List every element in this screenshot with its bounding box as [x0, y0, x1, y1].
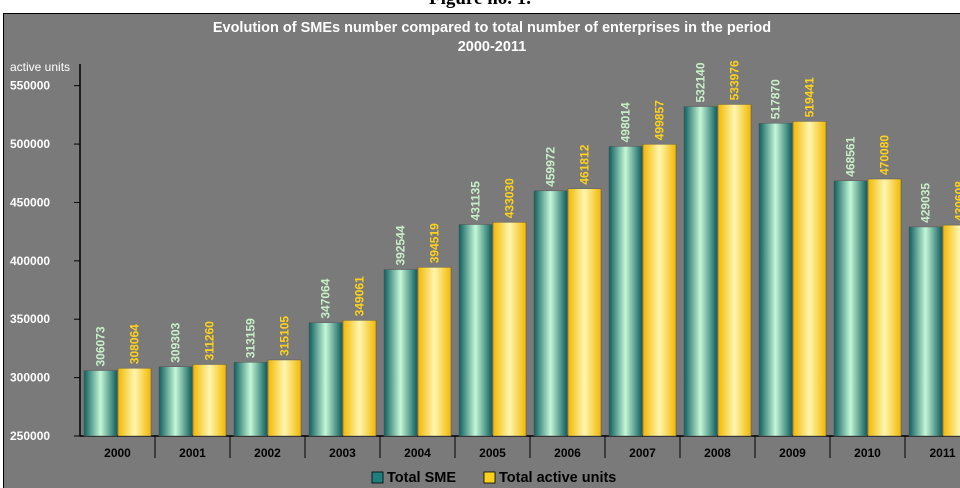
data-label: 517870: [769, 79, 783, 119]
bar-total-active-units: [793, 121, 826, 436]
x-tick-label: 2011: [929, 446, 955, 460]
bar-total-active-units: [268, 360, 301, 436]
data-label: 429035: [919, 183, 933, 223]
y-tick-label: 450000: [10, 195, 50, 209]
bar-total-active-units: [493, 222, 526, 436]
data-label: 308064: [128, 324, 142, 364]
data-label: 498014: [619, 102, 633, 142]
y-tick-label: 350000: [10, 312, 50, 326]
bar-total-active-units: [343, 320, 376, 436]
y-tick-label: 250000: [10, 429, 50, 443]
x-tick-label: 2008: [704, 446, 731, 460]
data-label: 519441: [803, 77, 817, 117]
bar-total-sme: [534, 191, 567, 436]
bar-total-sme: [234, 362, 267, 436]
y-tick-label: 550000: [10, 79, 50, 93]
data-label: 309303: [169, 322, 183, 362]
legend-swatch-total-sme: [372, 472, 383, 483]
data-label: 392544: [394, 225, 408, 265]
x-tick-label: 2006: [554, 446, 581, 460]
data-label: 459972: [544, 146, 558, 186]
x-tick-label: 2009: [779, 446, 806, 460]
data-label: 347064: [319, 278, 333, 318]
legend-label: Total active units: [499, 470, 616, 486]
y-axis-label: active units: [10, 60, 70, 74]
bar-total-sme: [834, 181, 867, 436]
chart-area: Evolution of SMEs number compared to tot…: [3, 13, 960, 488]
figure-caption: Figure no. 1.: [0, 0, 960, 10]
bar-total-sme: [909, 227, 942, 436]
data-label: 306073: [94, 326, 108, 366]
data-label: 394519: [428, 223, 442, 263]
x-tick-label: 2003: [329, 446, 356, 460]
y-tick-label: 400000: [10, 254, 50, 268]
y-tick-label: 300000: [10, 371, 50, 385]
bar-total-active-units: [193, 364, 226, 436]
bar-total-sme: [684, 107, 717, 436]
bar-total-active-units: [868, 179, 901, 436]
legend-label: Total SME: [387, 470, 456, 486]
data-label: 431135: [469, 181, 483, 221]
bar-chart: Evolution of SMEs number compared to tot…: [4, 14, 960, 488]
data-label: 315105: [278, 316, 292, 356]
chart-title-line2: 2000-2011: [458, 39, 527, 55]
x-tick-label: 2000: [104, 446, 131, 460]
x-tick-label: 2004: [404, 446, 431, 460]
bar-total-active-units: [418, 267, 451, 436]
bar-total-active-units: [718, 104, 751, 436]
data-label: 313159: [244, 318, 258, 358]
data-label: 470080: [878, 135, 892, 175]
data-label: 533976: [728, 60, 742, 100]
x-tick-label: 2010: [854, 446, 881, 460]
bar-total-sme: [609, 146, 642, 436]
bar-total-sme: [759, 123, 792, 436]
data-label: 461812: [578, 144, 592, 184]
data-label: 311260: [203, 321, 217, 361]
x-tick-label: 2007: [629, 446, 656, 460]
bar-total-active-units: [943, 225, 960, 436]
chart-title-line1: Evolution of SMEs number compared to tot…: [213, 20, 771, 36]
bar-total-sme: [459, 224, 492, 436]
y-tick-label: 500000: [10, 137, 50, 151]
data-label: 433030: [503, 178, 517, 218]
bar-total-sme: [84, 371, 117, 436]
bar-total-active-units: [643, 144, 676, 436]
bar-total-sme: [309, 323, 342, 436]
bar-total-sme: [384, 270, 417, 436]
legend-swatch-total-active-units: [484, 472, 495, 483]
data-label: 430608: [953, 181, 960, 221]
data-label: 349061: [353, 276, 367, 316]
bar-total-sme: [159, 367, 192, 436]
data-label: 499857: [653, 100, 667, 140]
data-label: 532140: [694, 62, 708, 102]
x-tick-label: 2001: [179, 446, 206, 460]
bar-total-active-units: [568, 189, 601, 436]
x-tick-label: 2002: [254, 446, 281, 460]
x-tick-label: 2005: [479, 446, 506, 460]
bar-total-active-units: [118, 368, 151, 436]
data-label: 468561: [844, 136, 858, 176]
